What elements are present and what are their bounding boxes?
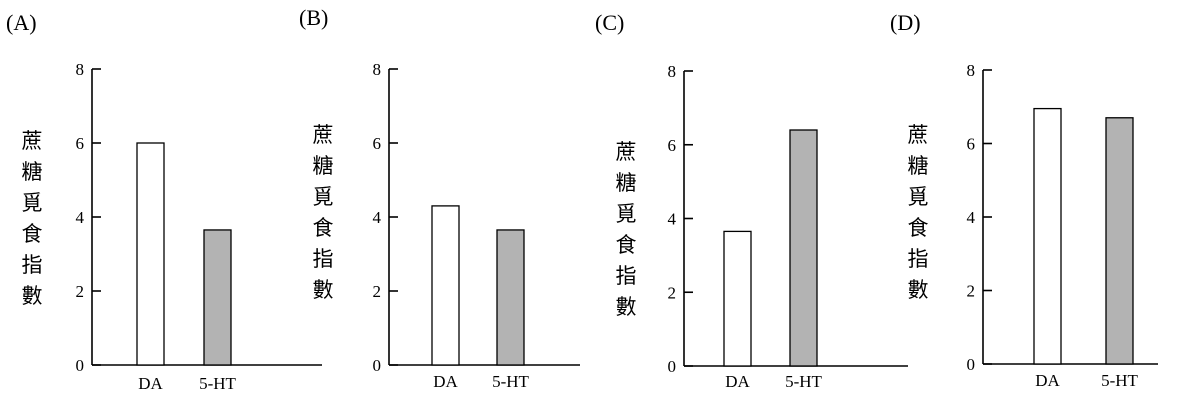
y-axis-label: 蔗糖覓食指數: [22, 129, 43, 308]
y-tick-label: 2: [76, 282, 85, 301]
y-tick-label: 0: [668, 357, 677, 376]
chart-panel: (B) 0 2 4 6 8 蔗糖覓食指數 DA 5-HT: [299, 5, 580, 391]
panel-label: (C): [595, 10, 624, 35]
y-tick-label: 0: [76, 356, 85, 375]
bar-da: [136, 142, 165, 366]
y-axis-label: 蔗糖覓食指數: [616, 140, 637, 319]
y-tick-label: 8: [373, 60, 382, 79]
y-axis-label: 蔗糖覓食指數: [313, 123, 334, 302]
bar-5-ht: [789, 129, 818, 367]
y-tick-label: 4: [967, 208, 976, 227]
y-tick-label: 8: [76, 60, 85, 79]
x-category-label: DA: [138, 374, 163, 393]
y-tick-label: 8: [967, 61, 976, 80]
y-tick-label: 6: [668, 136, 677, 155]
chart-panel: (D) 0 2 4 6 8 蔗糖覓食指數 DA 5-HT: [890, 10, 1158, 390]
y-tick-label: 4: [76, 208, 85, 227]
y-tick-label: 4: [373, 208, 382, 227]
x-category-label: DA: [433, 372, 458, 391]
y-tick-label: 2: [967, 282, 976, 301]
panel-label: (D): [890, 10, 921, 35]
y-tick-label: 4: [668, 210, 677, 229]
y-tick-label: 8: [668, 62, 677, 81]
y-tick-label: 0: [373, 356, 382, 375]
y-tick-label: 6: [76, 134, 85, 153]
bar-5-ht: [1105, 117, 1134, 365]
bar-5-ht: [496, 229, 525, 366]
bar-da: [723, 230, 752, 367]
y-tick-label: 6: [967, 135, 976, 154]
bar-5-ht: [203, 229, 232, 366]
x-category-label: 5-HT: [199, 374, 236, 393]
chart-panel: (C) 0 2 4 6 8 蔗糖覓食指數 DA 5-HT: [595, 10, 908, 391]
panel-label: (A): [6, 10, 37, 35]
y-tick-label: 2: [373, 282, 382, 301]
bar-da: [1033, 107, 1062, 365]
chart-panel: (A) 0 2 4 6 8 蔗糖覓食指數 DA 5-HT: [6, 10, 322, 393]
panel-label: (B): [299, 5, 328, 30]
y-tick-label: 6: [373, 134, 382, 153]
bar-da: [431, 205, 460, 366]
x-category-label: DA: [1035, 371, 1060, 390]
x-category-label: 5-HT: [1101, 371, 1138, 390]
y-axis-label: 蔗糖覓食指數: [908, 123, 929, 302]
x-category-label: 5-HT: [492, 372, 529, 391]
y-tick-label: 2: [668, 283, 677, 302]
x-category-label: DA: [725, 372, 750, 391]
y-tick-label: 0: [967, 355, 976, 374]
x-category-label: 5-HT: [785, 372, 822, 391]
